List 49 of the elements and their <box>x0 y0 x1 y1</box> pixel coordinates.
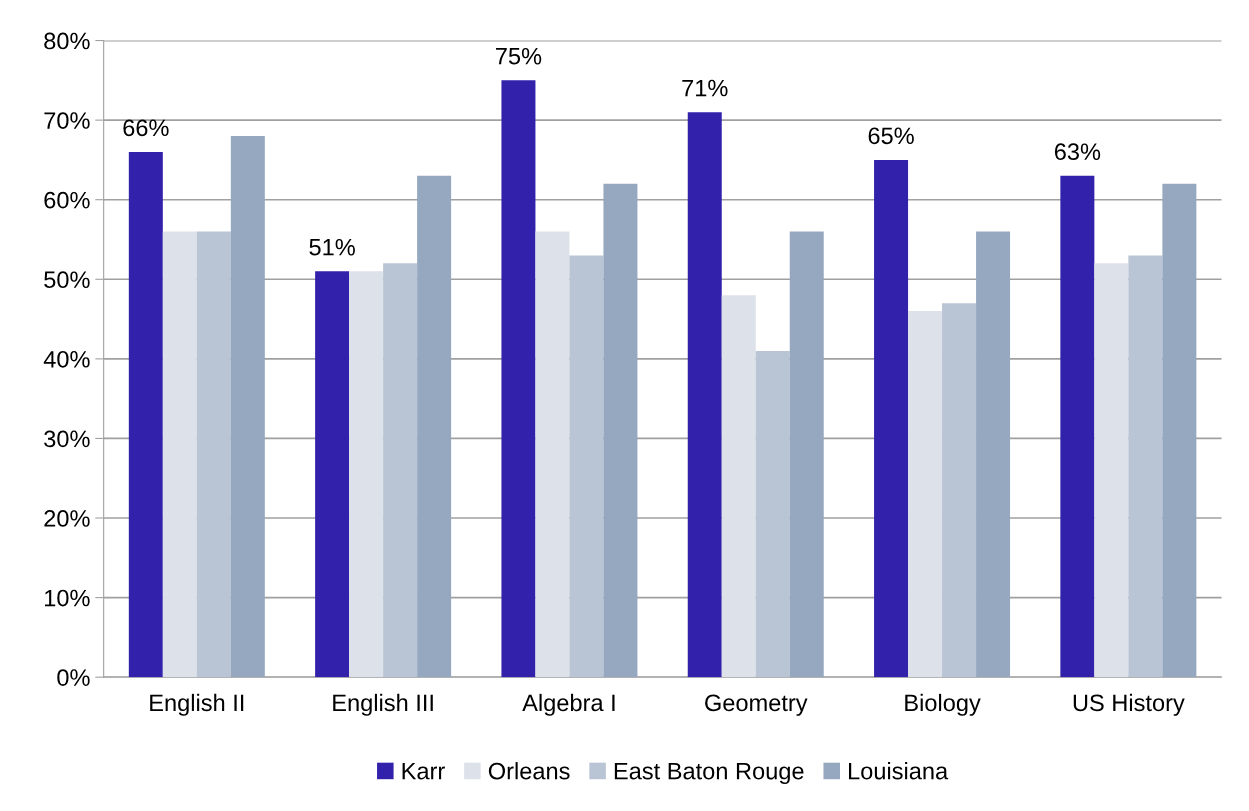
data-label: 51% <box>309 238 355 256</box>
y-tick-label: 60% <box>44 191 90 209</box>
y-tick-label: 70% <box>44 112 90 129</box>
x-tick-label: Biology <box>905 693 981 716</box>
data-label: 66% <box>123 119 169 137</box>
bar <box>1060 175 1095 678</box>
legend-label: Louisiana <box>849 762 949 780</box>
x-tick-label: Geometry <box>705 694 808 716</box>
y-tick-label: 0% <box>57 669 90 686</box>
bar <box>535 231 570 678</box>
y-tick-label: 30% <box>44 430 90 448</box>
data-label: 71% <box>682 79 728 97</box>
bar <box>721 295 756 678</box>
data-label: 63% <box>1054 143 1101 161</box>
bar <box>687 112 722 678</box>
legend-label: East Baton Rouge <box>614 762 804 785</box>
bar <box>417 175 452 678</box>
bar <box>1162 183 1197 678</box>
y-tick-label: 80% <box>44 32 90 50</box>
x-tick-label: Algebra I <box>522 693 615 716</box>
y-tick-label: 20% <box>44 510 90 527</box>
data-label: 65% <box>868 127 914 145</box>
bar <box>569 255 604 678</box>
bar <box>755 350 790 678</box>
bar <box>1094 263 1129 678</box>
bar <box>383 263 418 678</box>
bar <box>230 136 265 678</box>
x-tick-label: English III <box>333 693 433 716</box>
bar <box>789 231 824 678</box>
y-tick-label: 50% <box>44 271 90 289</box>
bar <box>315 271 350 678</box>
y-tick-label: 40% <box>43 350 90 368</box>
y-tick-label: 10% <box>45 589 90 607</box>
bar <box>942 303 977 678</box>
bar <box>501 80 536 678</box>
bar <box>908 311 943 678</box>
legend-label: Orleans <box>488 762 570 780</box>
bar <box>196 231 231 678</box>
x-tick-label: US History <box>1073 693 1185 716</box>
x-tick-label: English II <box>150 693 244 716</box>
bar <box>128 151 163 678</box>
bar <box>162 231 197 678</box>
legend-label: Karr <box>402 762 445 780</box>
bar <box>349 271 384 678</box>
bar <box>1128 255 1163 678</box>
bar <box>874 159 909 678</box>
bar <box>976 231 1011 678</box>
bar <box>603 183 638 678</box>
data-label: 75% <box>496 47 542 65</box>
